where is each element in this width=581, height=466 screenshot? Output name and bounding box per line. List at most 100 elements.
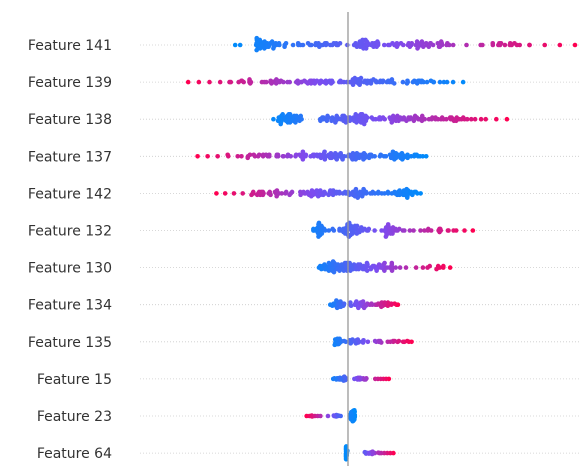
data-point [439, 115, 445, 120]
data-point [282, 44, 287, 50]
feature-label: Feature 132 [28, 224, 112, 240]
data-point [350, 82, 356, 88]
data-point [404, 195, 410, 200]
data-point [295, 40, 301, 46]
data-point [352, 408, 357, 413]
data-point [341, 268, 347, 273]
data-point [468, 116, 474, 122]
data-point [388, 231, 393, 236]
data-point [438, 39, 444, 44]
data-point [357, 82, 362, 88]
data-point [381, 154, 387, 159]
data-point [356, 266, 361, 272]
data-point [390, 225, 396, 230]
data-point [331, 269, 337, 275]
data-point [445, 228, 451, 233]
data-point [483, 116, 489, 122]
data-point [259, 79, 265, 85]
data-point [350, 418, 355, 424]
data-point [185, 79, 191, 85]
data-point [426, 44, 432, 50]
data-point [381, 228, 387, 233]
data-point [287, 192, 292, 198]
data-point [334, 298, 339, 303]
data-point [239, 154, 244, 159]
data-point [341, 301, 347, 306]
data-point [428, 40, 433, 46]
data-point [372, 154, 377, 159]
data-point [264, 44, 270, 50]
data-point [386, 78, 391, 84]
data-point [297, 152, 302, 158]
data-point [413, 189, 419, 195]
data-point [437, 229, 442, 235]
data-point [387, 42, 392, 48]
data-point [444, 79, 450, 85]
data-point [402, 228, 407, 233]
data-point [328, 150, 334, 156]
feature-label: Feature 134 [28, 298, 112, 314]
data-point [361, 186, 366, 192]
data-point [323, 266, 329, 272]
data-point [557, 42, 563, 48]
data-point [389, 260, 395, 266]
data-point [415, 46, 420, 51]
data-point [361, 121, 367, 127]
data-point [295, 81, 301, 86]
data-point [293, 152, 299, 158]
data-point [378, 304, 384, 310]
data-point [354, 299, 359, 304]
data-point [362, 377, 367, 382]
data-point [388, 339, 393, 345]
data-point [352, 193, 358, 199]
feature-label: Feature 64 [37, 446, 112, 462]
data-point [256, 152, 262, 158]
data-point [342, 374, 347, 379]
data-point [392, 338, 397, 344]
data-point [512, 40, 517, 46]
data-point [400, 157, 405, 162]
data-point [331, 413, 337, 418]
data-point [423, 40, 429, 46]
data-point [437, 44, 443, 50]
data-point [225, 152, 230, 158]
data-point [294, 113, 299, 119]
data-point [366, 155, 372, 161]
data-point [366, 451, 372, 456]
data-point [362, 449, 368, 455]
data-point [502, 42, 508, 48]
data-point [249, 192, 254, 198]
data-point [428, 228, 434, 233]
data-point [326, 260, 332, 266]
data-point [264, 79, 269, 85]
data-point [240, 191, 246, 196]
data-point [330, 259, 336, 264]
data-point [354, 231, 360, 236]
data-point [313, 40, 319, 46]
data-point [195, 154, 200, 159]
data-point [273, 40, 279, 46]
data-point [283, 189, 289, 195]
data-point [411, 118, 417, 124]
data-point [232, 42, 238, 48]
data-point [278, 121, 284, 127]
data-point [380, 78, 386, 84]
data-point [397, 265, 403, 270]
data-point [423, 154, 429, 159]
data-point [472, 116, 478, 122]
data-point [283, 118, 289, 124]
data-point [338, 304, 344, 310]
data-point [420, 265, 426, 270]
data-point [389, 191, 395, 196]
data-point [372, 376, 378, 382]
data-point [361, 337, 366, 343]
data-point [266, 152, 272, 158]
data-point [433, 115, 438, 120]
data-point [424, 79, 430, 85]
data-point [404, 81, 410, 86]
data-point [409, 339, 414, 345]
data-point [341, 338, 347, 344]
data-point [437, 79, 443, 85]
data-point [462, 116, 467, 122]
